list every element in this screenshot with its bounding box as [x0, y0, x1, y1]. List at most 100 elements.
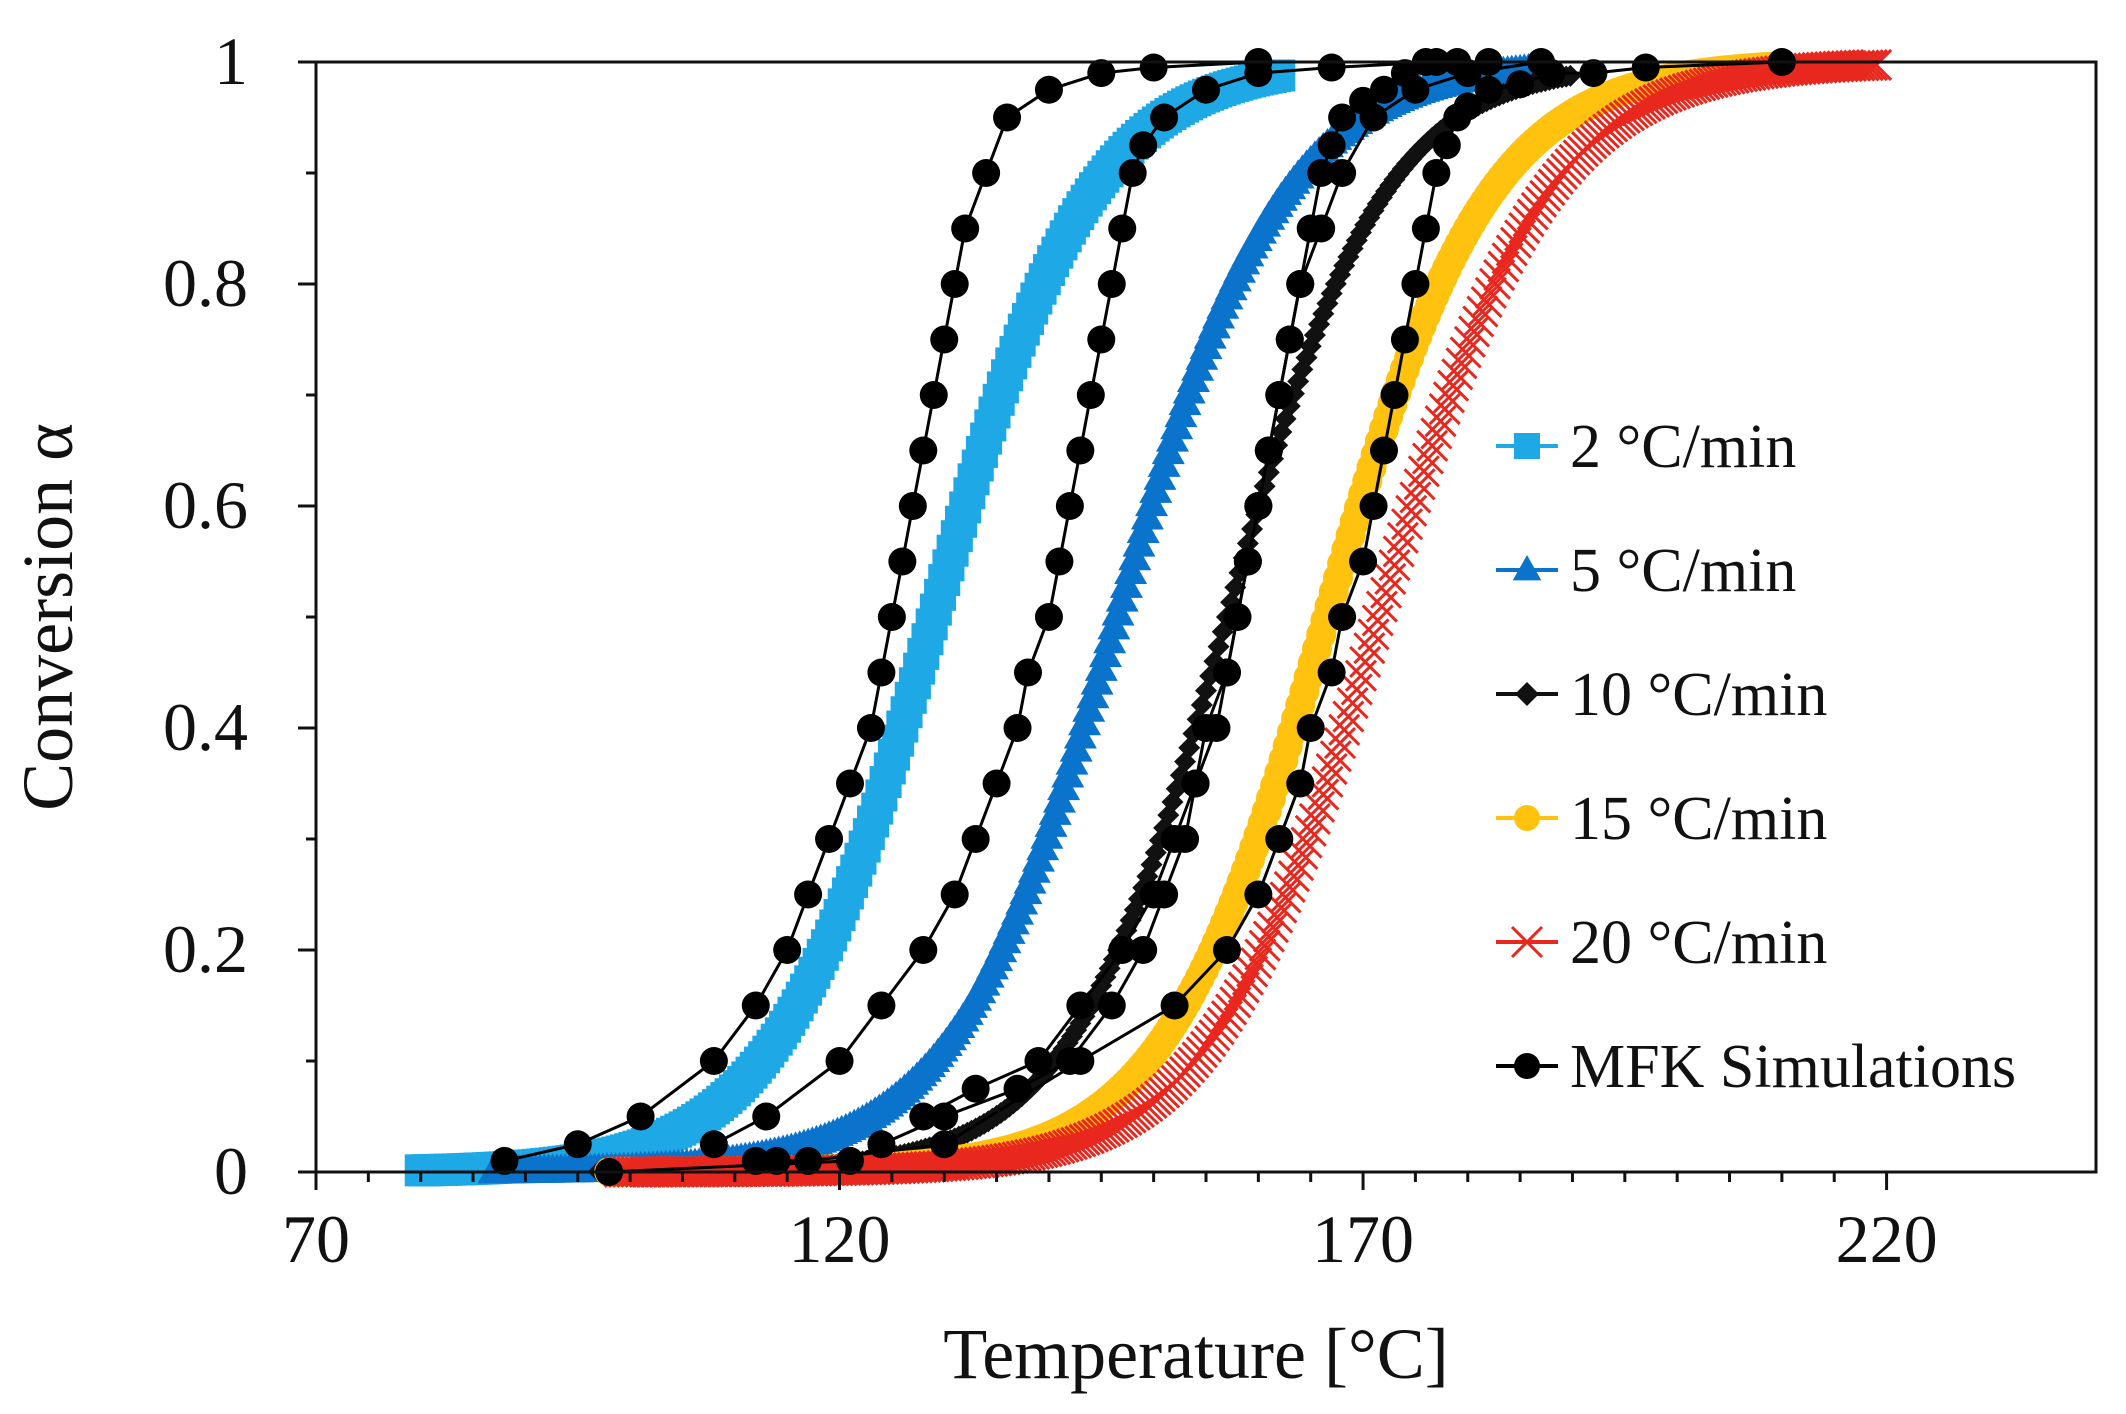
simulation-point	[1296, 214, 1325, 243]
data-point	[1240, 947, 1273, 980]
data-point	[1654, 78, 1687, 111]
data-point	[1445, 347, 1478, 380]
series-layer	[404, 48, 1893, 1188]
simulation-point	[1087, 325, 1116, 354]
data-point	[1403, 468, 1436, 501]
simulation-point	[1108, 936, 1137, 964]
simulation-point	[1097, 270, 1126, 298]
simulation-point	[1233, 547, 1262, 576]
data-point	[1432, 381, 1465, 414]
simulation-point	[1422, 159, 1451, 187]
mfk-curve-4	[595, 48, 1503, 1186]
simulation-point	[1118, 159, 1147, 187]
simulation-point	[1328, 103, 1357, 132]
data-point	[1650, 80, 1683, 113]
series-5-c-min	[477, 51, 1566, 1184]
x-tick-label: 70	[282, 1201, 350, 1277]
data-point	[1072, 1122, 1105, 1155]
data-point	[1495, 234, 1528, 267]
simulation-point	[961, 825, 990, 853]
simulation-point	[1579, 59, 1608, 88]
data-point	[1851, 49, 1884, 82]
legend-marker	[1512, 555, 1542, 581]
simulation-point	[1244, 880, 1273, 909]
simulation-point	[993, 103, 1022, 132]
simulation-point	[856, 714, 885, 742]
data-point	[1261, 901, 1294, 934]
simulation-point	[1076, 381, 1105, 409]
simulation-point	[888, 547, 917, 576]
data-point	[1659, 77, 1692, 110]
simulation-point	[1275, 325, 1304, 354]
simulation-point	[951, 214, 980, 243]
data-point	[1328, 713, 1361, 746]
data-point	[1227, 971, 1260, 1004]
legend-item: 15 °C/min	[1496, 785, 1827, 853]
simulation-point	[1014, 658, 1042, 687]
data-point	[1277, 860, 1311, 893]
simulation-point	[1087, 59, 1116, 88]
data-point	[1215, 993, 1248, 1026]
mfk-curve-1	[490, 48, 1273, 1175]
data-point	[1244, 938, 1277, 971]
data-point	[1860, 48, 1893, 81]
simulation-point	[1537, 59, 1566, 88]
simulation-point	[752, 1102, 781, 1131]
data-point	[1298, 802, 1331, 835]
y-axis-ticks: 0 0.2 0.4 0.6 0.8 1	[163, 23, 316, 1209]
simulation-point	[1328, 159, 1357, 187]
simulation-point	[961, 1074, 990, 1103]
simulation-point	[699, 1130, 728, 1159]
data-point	[1323, 727, 1357, 760]
data-point	[1499, 226, 1532, 259]
simulation-point	[1212, 658, 1241, 687]
data-point	[1474, 276, 1507, 309]
y-tick-label: 0.6	[163, 467, 248, 543]
legend-label: 5 °C/min	[1570, 537, 1796, 605]
simulation-point	[762, 1146, 791, 1175]
simulation-point	[1223, 603, 1252, 631]
data-point	[1843, 49, 1876, 82]
simulation-point	[867, 658, 896, 687]
data-point	[1068, 1123, 1101, 1156]
simulation-point	[490, 1146, 519, 1175]
data-point	[1407, 455, 1440, 488]
data-point	[1315, 753, 1348, 786]
simulation-point	[1034, 75, 1063, 104]
simulation-point	[1034, 603, 1063, 631]
plot-area-frame	[314, 60, 2098, 1174]
simulation-point	[1370, 75, 1398, 104]
data-point	[1047, 1130, 1080, 1163]
simulation-point	[699, 1047, 728, 1075]
simulation-point	[815, 825, 844, 853]
simulation-point	[930, 325, 959, 354]
simulation-point	[1359, 492, 1388, 520]
data-point	[1269, 881, 1302, 914]
simulation-point	[1066, 436, 1095, 465]
legend-marker	[1514, 433, 1540, 459]
data-point	[1332, 700, 1365, 733]
legend-item: 5 °C/min	[1496, 537, 1796, 605]
simulation-point	[940, 270, 969, 298]
simulation-point	[1631, 53, 1660, 82]
data-point	[1487, 250, 1520, 283]
data-point	[1290, 826, 1323, 859]
simulation-point	[1506, 70, 1535, 99]
data-point	[1466, 295, 1499, 328]
data-point	[1646, 82, 1679, 115]
simulation-point	[1307, 159, 1336, 187]
legend-marker	[1514, 1053, 1540, 1079]
simulation-point	[794, 1146, 823, 1175]
simulation-point	[877, 603, 906, 631]
simulation-point	[1370, 436, 1398, 465]
data-point	[1855, 49, 1888, 82]
y-tick-label: 0.2	[163, 911, 248, 987]
data-point	[1223, 978, 1256, 1012]
simulation-point	[741, 991, 770, 1020]
simulation-point	[1453, 92, 1482, 121]
data-point	[1303, 790, 1336, 823]
simulation-point	[930, 1130, 959, 1159]
simulation-point	[773, 936, 802, 964]
data-point	[1453, 325, 1486, 358]
